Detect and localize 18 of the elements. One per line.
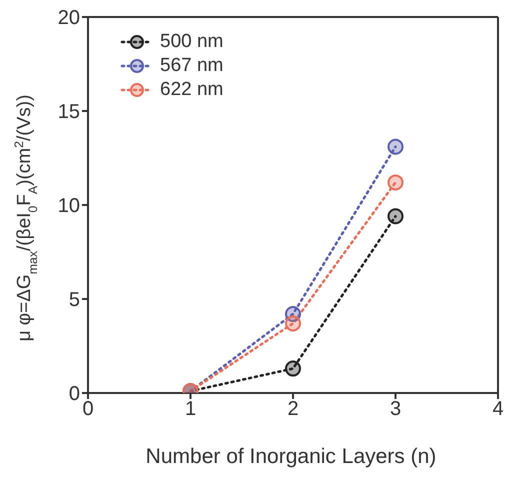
y-tick-label: 20 — [58, 7, 80, 30]
point — [388, 174, 404, 190]
point — [285, 360, 301, 377]
x-tick-label: 3 — [390, 398, 402, 420]
x-axis-title: Number of Inorganic Layers (n) — [146, 445, 436, 468]
y-tick-label: 0 — [68, 383, 80, 406]
y-tick-label: 5 — [68, 289, 80, 312]
point — [388, 208, 404, 224]
x-tick-label: 4 — [492, 398, 504, 420]
legend-label: 622 nm — [160, 78, 224, 102]
x-tick-label: 2 — [287, 398, 299, 420]
point — [285, 315, 301, 332]
y-tick-label: 10 — [58, 195, 80, 218]
legend-label: 567 nm — [160, 54, 224, 78]
point — [388, 138, 404, 155]
legend-label: 500 nm — [160, 30, 224, 54]
x-tick-label: 1 — [184, 398, 196, 420]
y-tick-label: 15 — [58, 101, 80, 124]
